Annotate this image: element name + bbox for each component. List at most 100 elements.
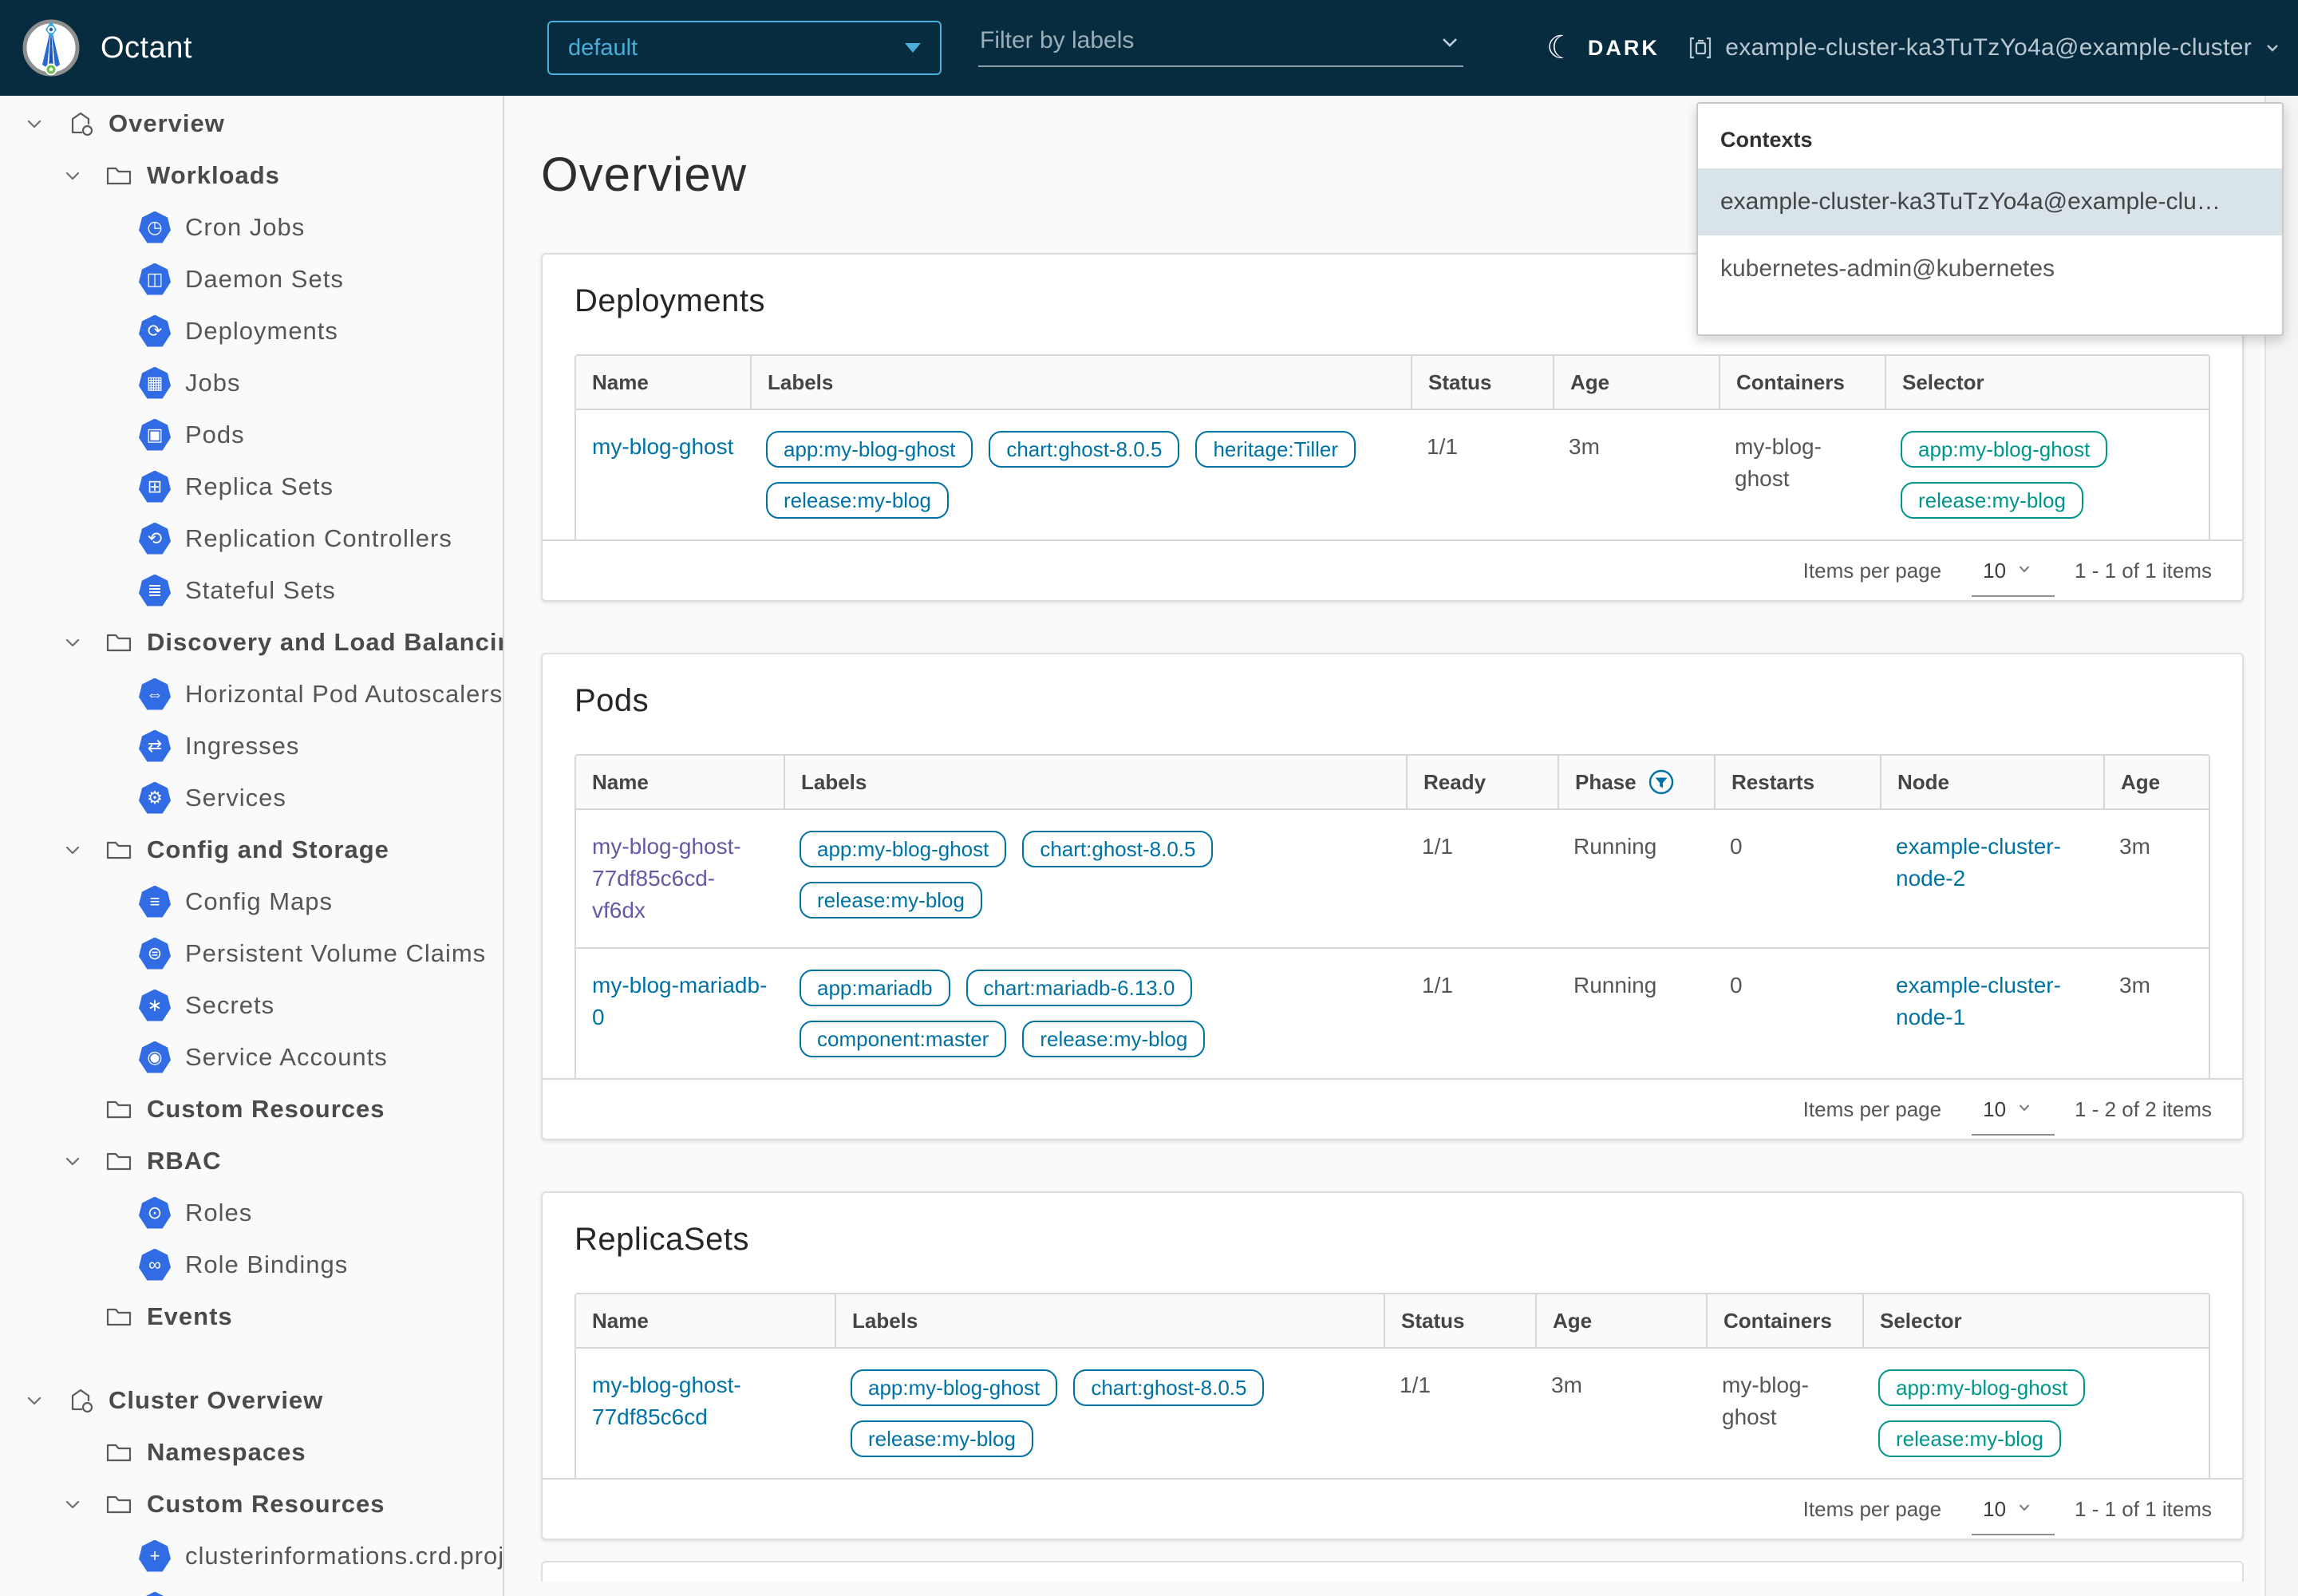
- sidebar-item-overview[interactable]: Overview: [0, 97, 503, 149]
- selector-tags: app:my-blog-ghost release:my-blog: [1878, 1369, 2199, 1457]
- column-header-status[interactable]: Status: [1384, 1294, 1535, 1349]
- cell-labels: app:my-blog-ghost chart:ghost-8.0.5 releas…: [784, 810, 1406, 947]
- sidebar-item-label: Roles: [185, 1198, 253, 1227]
- resource-link[interactable]: my-blog-ghost-77df85c6cd: [592, 1373, 741, 1429]
- card-deployments: Deployments Name Labels Status Age Containers…: [541, 253, 2244, 602]
- sidebar-item-daemon-sets[interactable]: ◫ Daemon Sets: [0, 253, 503, 305]
- vertical-scrollbar[interactable]: [2264, 96, 2298, 1596]
- sidebar-item-events[interactable]: Events: [0, 1290, 503, 1342]
- items-per-page-select[interactable]: 10: [1972, 1495, 2055, 1535]
- sidebar-item-custom-resources[interactable]: Custom Resources: [0, 1478, 503, 1530]
- sidebar-item-persistent-volume-claims[interactable]: ⊜ Persistent Volume Claims: [0, 927, 503, 979]
- sidebar-item-pods[interactable]: ▣ Pods: [0, 409, 503, 460]
- resource-link[interactable]: example-cluster-node-2: [1896, 834, 2061, 891]
- column-header-name[interactable]: Name: [576, 356, 750, 410]
- sidebar-item-csidrivers-csi-storage-k8s-io[interactable]: + csidrivers.csi.storage.k8s.io: [0, 1582, 503, 1596]
- icon-glyph: ∗: [147, 994, 163, 1015]
- cell-restarts: 0: [1714, 810, 1880, 947]
- sidebar-item-replication-controllers[interactable]: ⟲ Replication Controllers: [0, 512, 503, 564]
- chevron-down-icon[interactable]: [62, 632, 83, 653]
- column-header-restarts[interactable]: Restarts: [1714, 756, 1880, 810]
- sidebar-item-horizontal-pod-autoscalers[interactable]: ⇔ Horizontal Pod Autoscalers: [0, 668, 503, 720]
- column-header-selector[interactable]: Selector: [1885, 356, 2209, 410]
- sidebar-item-custom-resources[interactable]: Custom Resources: [0, 1083, 503, 1135]
- filter-labels-input[interactable]: [978, 24, 1463, 67]
- sidebar-item-jobs[interactable]: ▦ Jobs: [0, 357, 503, 409]
- table-replicasets: Name Labels Status Age Containers Selector my-…: [574, 1293, 2210, 1478]
- label-tag: release:my-blog: [1022, 1021, 1206, 1057]
- resource-link[interactable]: my-blog-mariadb-0: [592, 973, 768, 1029]
- column-header-age[interactable]: Age: [1535, 1294, 1706, 1349]
- sidebar-item-deployments[interactable]: ⟳ Deployments: [0, 305, 503, 357]
- resource-link[interactable]: example-cluster-node-1: [1896, 973, 2061, 1029]
- chevron-down-icon[interactable]: [24, 1390, 45, 1411]
- column-header-phase[interactable]: Phase: [1558, 756, 1714, 810]
- sidebar-item-namespaces[interactable]: Namespaces: [0, 1426, 503, 1478]
- label-tag: release:my-blog: [851, 1420, 1033, 1457]
- sidebar-item-label: RBAC: [147, 1146, 222, 1175]
- sidebar-item-replica-sets[interactable]: ⊞ Replica Sets: [0, 460, 503, 512]
- deployments-icon: ⟳: [139, 314, 171, 347]
- sidebar-item-clusterinformations-crd-projec[interactable]: + clusterinformations.crd.projec: [0, 1530, 503, 1582]
- sidebar-item-cluster-overview[interactable]: Cluster Overview: [0, 1374, 503, 1426]
- sidebar-item-service-accounts[interactable]: ◉ Service Accounts: [0, 1031, 503, 1083]
- sidebar-item-stateful-sets[interactable]: ≣ Stateful Sets: [0, 564, 503, 616]
- column-header-labels[interactable]: Labels: [835, 1294, 1384, 1349]
- namespace-select[interactable]: default: [547, 21, 942, 75]
- column-header-age[interactable]: Age: [1553, 356, 1719, 410]
- sidebar-item-label: Ingresses: [185, 731, 300, 760]
- sidebar-item-discovery-and-load-balancing[interactable]: Discovery and Load Balancing: [0, 616, 503, 668]
- chevron-down-icon[interactable]: [24, 113, 45, 134]
- sidebar-item-label: Custom Resources: [147, 1489, 385, 1518]
- sidebar-item-role-bindings[interactable]: ∞ Role Bindings: [0, 1238, 503, 1290]
- cell-ready: 1/1: [1406, 810, 1558, 947]
- column-header-age[interactable]: Age: [2103, 756, 2209, 810]
- filter-icon[interactable]: [1648, 768, 1675, 796]
- column-header-labels[interactable]: Labels: [750, 356, 1411, 410]
- context-selector[interactable]: example-cluster-ka3TuTzYo4a@example-clus…: [1687, 0, 2282, 96]
- chevron-down-icon[interactable]: [62, 1494, 83, 1515]
- resource-link[interactable]: my-blog-ghost: [592, 434, 734, 459]
- sidebar-item-workloads[interactable]: Workloads: [0, 149, 503, 201]
- sidebar-item-label: csidrivers.csi.storage.k8s.io: [185, 1594, 503, 1596]
- namespace-select-value: default: [568, 34, 638, 61]
- sidebar-item-cron-jobs[interactable]: ◷ Cron Jobs: [0, 201, 503, 253]
- folder-icon: [104, 1304, 134, 1329]
- items-per-page-select[interactable]: 10: [1972, 1096, 2055, 1136]
- column-header-node[interactable]: Node: [1880, 756, 2103, 810]
- services-icon: ⚙: [139, 781, 171, 814]
- sidebar-item-roles[interactable]: ⊙ Roles: [0, 1187, 503, 1238]
- column-header-labels[interactable]: Labels: [784, 756, 1406, 810]
- column-header-containers[interactable]: Containers: [1706, 1294, 1862, 1349]
- folder-icon: [104, 163, 134, 188]
- cell-text: 1/1: [1427, 434, 1458, 459]
- column-header-name[interactable]: Name: [576, 756, 784, 810]
- column-header-label: Selector: [1902, 369, 1984, 394]
- cell-text: my-blog-ghost: [1722, 1373, 1809, 1429]
- cell-containers: my-blog-ghost: [1706, 1349, 1862, 1478]
- sidebar-item-rbac[interactable]: RBAC: [0, 1135, 503, 1187]
- chevron-down-icon[interactable]: [62, 839, 83, 860]
- cell-node: example-cluster-node-2: [1880, 810, 2103, 947]
- sidebar-item-ingresses[interactable]: ⇄ Ingresses: [0, 720, 503, 772]
- context-menu-item[interactable]: kubernetes-admin@kubernetes: [1720, 255, 2055, 282]
- sidebar-item-secrets[interactable]: ∗ Secrets: [0, 979, 503, 1031]
- resource-link[interactable]: my-blog-ghost-77df85c6cd-vf6dx: [592, 834, 741, 922]
- sidebar-item-services[interactable]: ⚙ Services: [0, 772, 503, 824]
- chevron-down-icon[interactable]: [62, 165, 83, 186]
- items-per-page-select[interactable]: 10: [1972, 557, 2055, 597]
- label-tags: app:my-blog-ghost chart:ghost-8.0.5 herita…: [766, 431, 1395, 519]
- sidebar-item-config-and-storage[interactable]: Config and Storage: [0, 824, 503, 875]
- chevron-down-icon[interactable]: [1438, 30, 1462, 58]
- sidebar-item-config-maps[interactable]: ≡ Config Maps: [0, 875, 503, 927]
- column-header-label: Phase: [1575, 769, 1637, 794]
- column-header-ready[interactable]: Ready: [1406, 756, 1558, 810]
- theme-toggle[interactable]: ☾ DARK: [1546, 0, 1660, 96]
- column-header-containers[interactable]: Containers: [1719, 356, 1885, 410]
- column-header-name[interactable]: Name: [576, 1294, 835, 1349]
- chevron-down-icon[interactable]: [62, 1151, 83, 1171]
- column-header-selector[interactable]: Selector: [1862, 1294, 2209, 1349]
- context-menu-item[interactable]: example-cluster-ka3TuTzYo4a@example-clu…: [1698, 168, 2282, 235]
- icon-glyph: ⇄: [147, 735, 163, 756]
- column-header-status[interactable]: Status: [1411, 356, 1553, 410]
